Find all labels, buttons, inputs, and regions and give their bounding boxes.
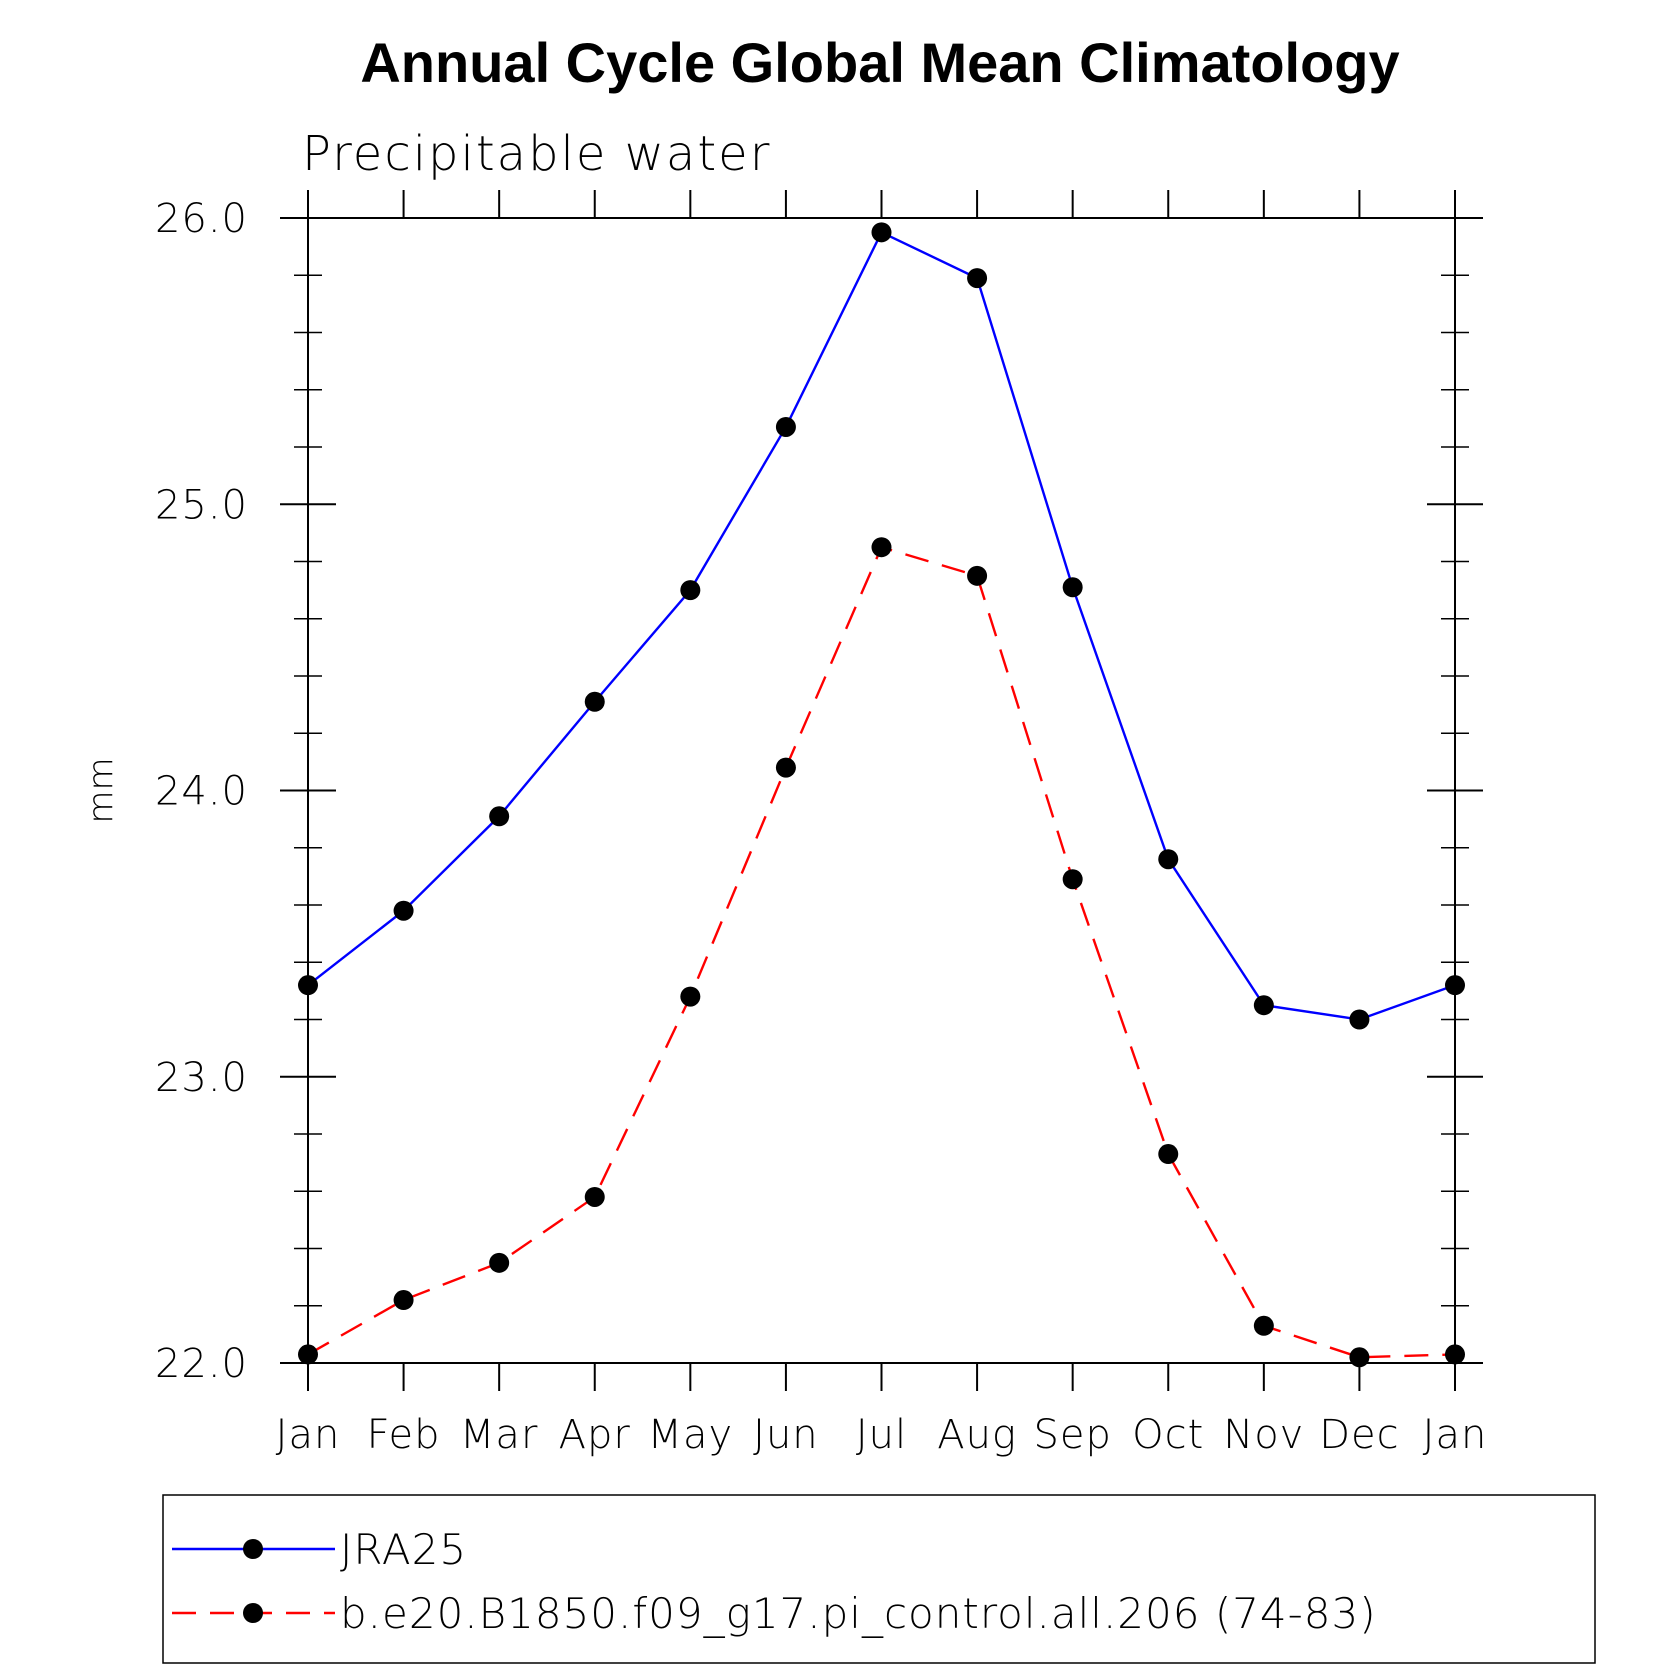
data-point: [1253, 1315, 1274, 1336]
y-axis-label: mm: [81, 757, 121, 823]
data-point: [298, 975, 318, 996]
legend-box: [162, 1494, 1596, 1664]
x-tick-label: Apr: [559, 1412, 631, 1458]
legend-entry: JRA25: [172, 1525, 467, 1574]
chart-subtitle: Precipitable water: [302, 126, 771, 182]
series-layer: [298, 222, 1465, 1368]
legend: JRA25 b.e20.B1850.f09_g17.pi_control.all.…: [162, 1494, 1596, 1664]
y-tick-label: 22.0: [155, 1341, 248, 1387]
legend-marker: [243, 1539, 263, 1559]
data-point: [775, 416, 796, 437]
data-point: [680, 986, 701, 1007]
data-point: [1349, 1009, 1370, 1030]
legend-label: JRA25: [340, 1525, 467, 1574]
x-tick-label: Aug: [937, 1412, 1017, 1458]
data-point: [967, 268, 988, 289]
data-point: [1062, 577, 1083, 598]
data-point: [1445, 1344, 1465, 1365]
x-tick-label: Nov: [1223, 1412, 1304, 1458]
x-tick-label: Sep: [1033, 1412, 1111, 1458]
data-point: [1253, 995, 1274, 1016]
data-point: [1158, 1144, 1179, 1165]
axes: Jan Feb Mar Apr May Jun Jul Aug Sep Oct Nov Dec Jan 2…: [155, 190, 1488, 1458]
legend-entry: b.e20.B1850.f09_g17.pi_control.all.206 (…: [172, 1589, 1377, 1638]
y-tick-label: 23.0: [155, 1055, 248, 1101]
data-point: [1445, 975, 1465, 996]
data-point: [1158, 849, 1179, 870]
data-point: [584, 691, 605, 712]
x-tick-label: Jun: [753, 1412, 819, 1458]
data-point: [967, 565, 988, 586]
data-point: [871, 537, 892, 558]
data-point: [489, 806, 510, 827]
x-tick-label: Mar: [460, 1412, 538, 1458]
legend-label: b.e20.B1850.f09_g17.pi_control.all.206 (…: [340, 1589, 1377, 1638]
legend-marker: [243, 1603, 263, 1623]
plot-frame: [307, 217, 1456, 1364]
series-line: [307, 230, 1456, 1021]
data-point: [393, 900, 414, 921]
y-tick-label: 24.0: [155, 769, 248, 815]
y-tick-label: 26.0: [155, 196, 248, 242]
data-point: [775, 757, 796, 778]
data-point: [298, 1344, 318, 1365]
x-tick-label: Jul: [856, 1412, 907, 1458]
x-tick-label: Feb: [367, 1412, 441, 1458]
series-1: [298, 222, 1465, 1030]
data-point: [680, 580, 701, 601]
series-2: [298, 537, 1465, 1368]
x-tick-label: Jan: [276, 1412, 341, 1458]
x-tick-label: Dec: [1319, 1412, 1399, 1458]
y-tick-label: 25.0: [155, 482, 248, 528]
data-point: [1349, 1347, 1370, 1368]
data-point: [871, 222, 892, 243]
x-tick-label: May: [647, 1412, 733, 1458]
data-point: [489, 1252, 510, 1273]
x-tick-label: Jan: [1423, 1412, 1488, 1458]
series-line: [307, 545, 1456, 1359]
chart-title: Annual Cycle Global Mean Climatology: [360, 31, 1399, 94]
data-point: [1062, 869, 1083, 890]
data-point: [393, 1290, 414, 1311]
data-point: [584, 1186, 605, 1207]
x-tick-label: Oct: [1132, 1412, 1204, 1458]
